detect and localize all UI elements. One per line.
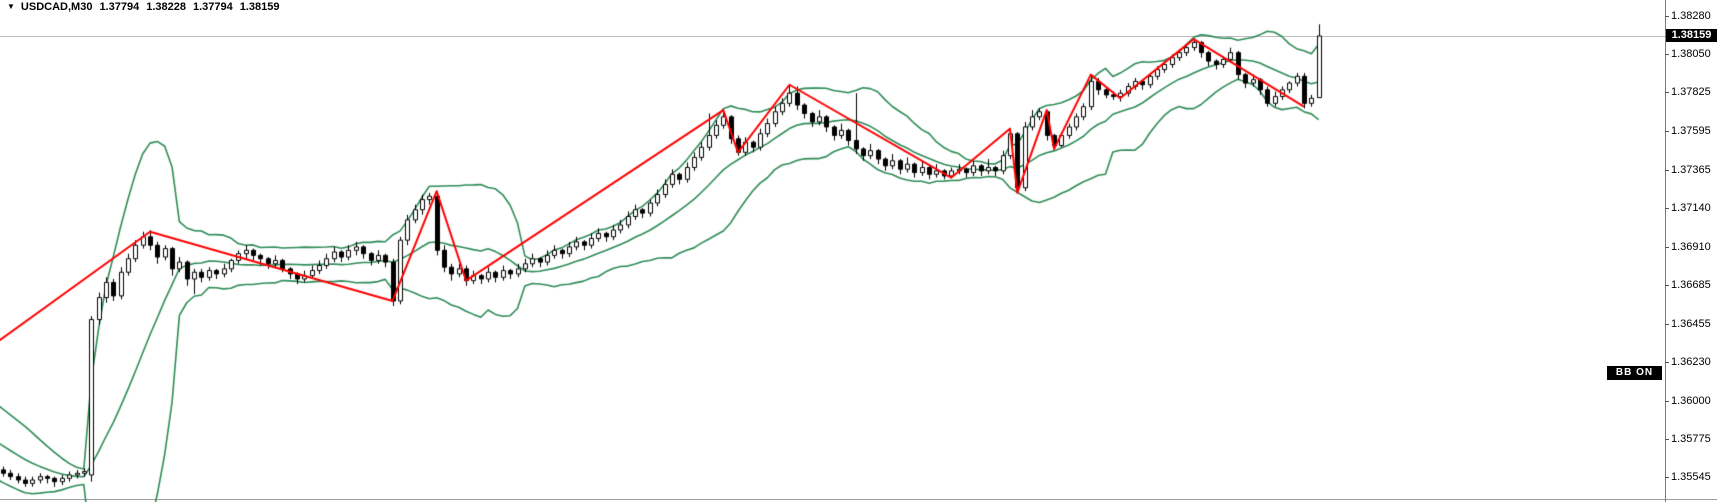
price-axis-label: 1.38280: [1671, 10, 1711, 22]
price-axis-tick: [1665, 439, 1669, 440]
symbol-dropdown-icon[interactable]: ▼: [7, 2, 15, 11]
price-axis-label: 1.37825: [1671, 86, 1711, 98]
symbol-label: USDCAD,M30: [20, 1, 93, 13]
price-axis-tick: [1665, 131, 1669, 132]
price-axis-label: 1.36000: [1671, 395, 1711, 407]
price-axis-label: 1.37140: [1671, 202, 1711, 214]
ohlc-close: 1.38159: [239, 1, 280, 13]
ohlc-high: 1.38228: [146, 1, 186, 13]
price-axis-label: 1.37595: [1671, 125, 1711, 137]
price-axis-label: 1.36230: [1671, 356, 1711, 368]
price-axis-tick: [1665, 54, 1669, 55]
bb-toggle-button[interactable]: BB ON: [1607, 366, 1662, 380]
price-axis-label: 1.35775: [1671, 433, 1711, 445]
price-axis-tick: [1665, 362, 1669, 363]
price-axis-label: 1.37365: [1671, 164, 1711, 176]
price-axis-tick: [1665, 16, 1669, 17]
ohlc-low: 1.37794: [192, 1, 233, 13]
ohlc-open: 1.37794: [99, 1, 140, 13]
price-axis-label: 1.36910: [1671, 241, 1711, 253]
price-axis-label: 1.36685: [1671, 279, 1711, 291]
price-axis-label: 1.38050: [1671, 48, 1711, 60]
price-axis-tick: [1665, 324, 1669, 325]
price-axis-tick: [1665, 285, 1669, 286]
price-axis-label: 1.35545: [1671, 471, 1711, 483]
current-price-tag: 1.38159: [1666, 29, 1717, 42]
price-axis-tick: [1665, 170, 1669, 171]
price-axis-label: 1.36455: [1671, 318, 1711, 330]
chart-title-ohlc: ▼ USDCAD,M30 1.37794 1.38228 1.37794 1.38159: [7, 1, 280, 15]
price-axis-tick: [1665, 247, 1669, 248]
price-axis-tick: [1665, 92, 1669, 93]
price-axis-tick: [1665, 208, 1669, 209]
price-axis-tick: [1665, 477, 1669, 478]
price-axis-tick: [1665, 401, 1669, 402]
